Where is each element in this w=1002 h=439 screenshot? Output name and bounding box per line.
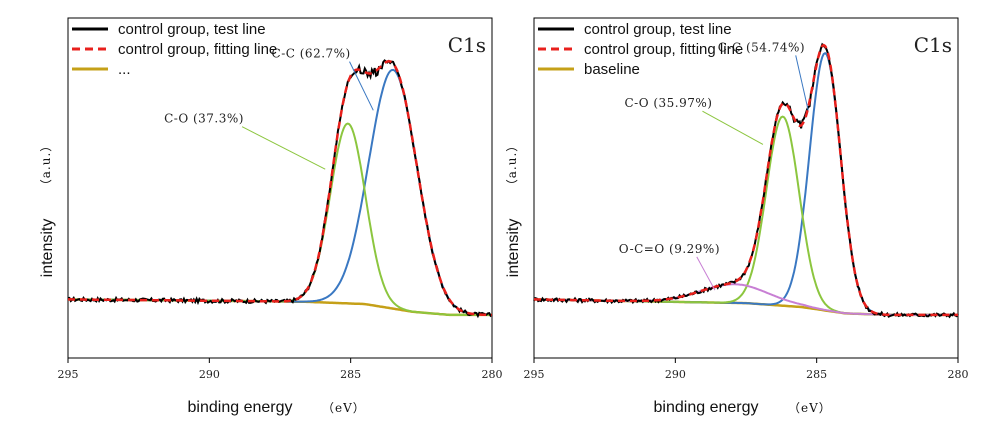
- legend-entry: control group, fitting line: [118, 41, 277, 58]
- plot-frame: [67, 17, 493, 359]
- x-tick-label: 290: [665, 368, 686, 381]
- annotation-label: C-C (62.7%): [272, 47, 351, 61]
- annotation-label: C-O (37.3%): [164, 112, 244, 126]
- x-axis-label: binding energy: [188, 399, 293, 416]
- peak-c-o-series: [68, 122, 492, 316]
- plot-frame: [533, 17, 959, 359]
- x-tick-label: 280: [948, 368, 969, 381]
- fitting-line-series: [534, 43, 958, 317]
- x-axis-unit: （eV）: [322, 401, 366, 415]
- x-tick-label: 295: [524, 368, 545, 381]
- x-tick-label: 290: [199, 368, 220, 381]
- test-line-series: [67, 59, 493, 319]
- y-axis-label: intensity: [39, 219, 56, 278]
- chart-left: 295 290 285 280 binding energy （eV） intensity （…: [39, 17, 503, 416]
- legend-entry: control group, test line: [118, 21, 266, 38]
- y-axis-unit: （a.u.）: [505, 139, 519, 192]
- y-axis-label: intensity: [505, 219, 522, 278]
- x-tick-label: 280: [482, 368, 503, 381]
- peak-c-c-series: [534, 51, 958, 316]
- legend-entry: baseline: [584, 61, 640, 78]
- chart-title: C1s: [914, 33, 952, 57]
- peak-c-c-series: [68, 68, 493, 316]
- chart-right: 295 290 285 280 binding energy （eV） intensity （…: [505, 17, 969, 416]
- fitting-line-series: [68, 59, 493, 317]
- x-tick-label: 295: [58, 368, 79, 381]
- annotation-leader-line: [702, 110, 764, 145]
- annotation-leader-line: [795, 55, 809, 111]
- x-axis-unit: （eV）: [788, 401, 832, 415]
- annotation-label: C-O (35.97%): [624, 96, 712, 110]
- annotation-leader-line: [241, 126, 326, 170]
- legend-entry: ...: [118, 61, 131, 78]
- annotation-leader-line: [349, 61, 374, 111]
- legend-entry: control group, fitting line: [584, 41, 743, 58]
- annotation-label: C-C (54.74%): [718, 40, 805, 54]
- x-tick-label: 285: [340, 368, 361, 381]
- legend-entry: control group, test line: [584, 21, 732, 38]
- x-tick-label: 285: [806, 368, 827, 381]
- test-line-series: [533, 42, 959, 319]
- chart-title: C1s: [448, 33, 486, 57]
- annotation-leader-line: [696, 256, 716, 291]
- annotation-label: O-C=O (9.29%): [619, 242, 720, 256]
- y-axis-unit: （a.u.）: [39, 139, 53, 192]
- x-axis-label: binding energy: [654, 399, 759, 416]
